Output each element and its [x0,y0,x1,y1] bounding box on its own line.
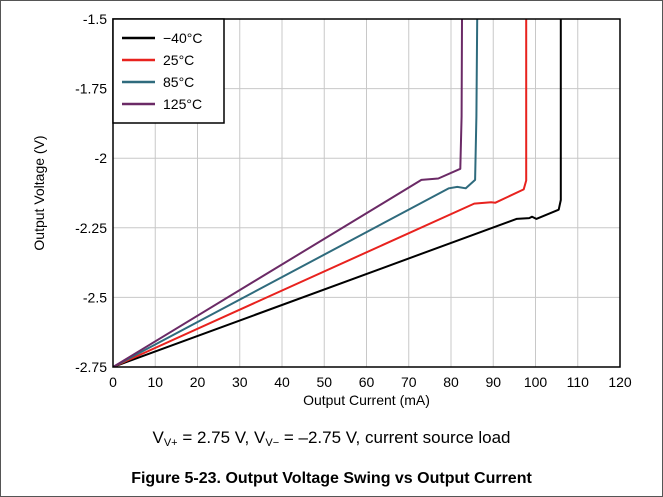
legend-label-3: 125°C [163,96,202,112]
x-tick-label: 10 [147,374,163,390]
series-line-3 [113,19,463,367]
test-conditions: VV+ = 2.75 V, VV− = –2.75 V, current sou… [0,428,663,449]
legend-label-2: 85°C [163,74,194,90]
chart: 0 10 20 30 40 50 60 70 80 90 100 110 120 -1.5 -1.75 -2… [31,11,632,408]
x-axis-label: Output Current (mA) [303,392,430,408]
x-tick-label: 40 [274,374,290,390]
y-tick-labels: -1.5 -1.75 -2 -2.25 -2.5 -2.75 [75,11,107,375]
y-axis-label: Output Voltage (V) [31,135,47,250]
x-tick-label: 60 [359,374,375,390]
legend-label-1: 25°C [163,52,194,68]
x-tick-label: 50 [316,374,332,390]
conditions-v2: V [254,428,266,447]
conditions-vplus-value: = 2.75 V, [177,428,255,447]
x-tick-label: 100 [524,374,548,390]
conditions-vplus-sub: V+ [163,437,178,449]
conditions-vminus-value: = –2.75 V, current source load [279,428,511,447]
legend: −40°C 25°C 85°C 125°C [112,18,225,124]
y-tick-label: -2.5 [83,289,107,305]
y-tick-label: -1.5 [83,11,107,27]
x-tick-label: 80 [443,374,459,390]
series-line-0 [113,19,562,367]
x-tick-label: 30 [232,374,248,390]
series-group [113,19,562,367]
x-tick-labels: 0 10 20 30 40 50 60 70 80 90 100 110 120 [109,374,632,390]
x-tick-label: 110 [567,374,590,390]
conditions-vminus-sub: V− [265,437,280,449]
conditions-v: V [152,428,164,447]
legend-label-0: −40°C [163,30,202,46]
x-tick-label: 20 [190,374,206,390]
x-tick-label: 70 [401,374,417,390]
series-line-1 [113,19,528,367]
y-tick-label: -1.75 [75,81,107,97]
y-tick-label: -2.75 [75,359,107,375]
x-tick-label: 120 [608,374,632,390]
x-tick-label: 90 [485,374,501,390]
series-line-2 [113,19,479,367]
y-tick-label: -2.25 [75,220,107,236]
plot-border [112,18,621,368]
x-tick-label: 0 [109,374,117,390]
figure-caption: Figure 5-23. Output Voltage Swing vs Out… [131,470,532,487]
legend-box [112,18,225,124]
y-tick-label: -2 [95,150,108,166]
